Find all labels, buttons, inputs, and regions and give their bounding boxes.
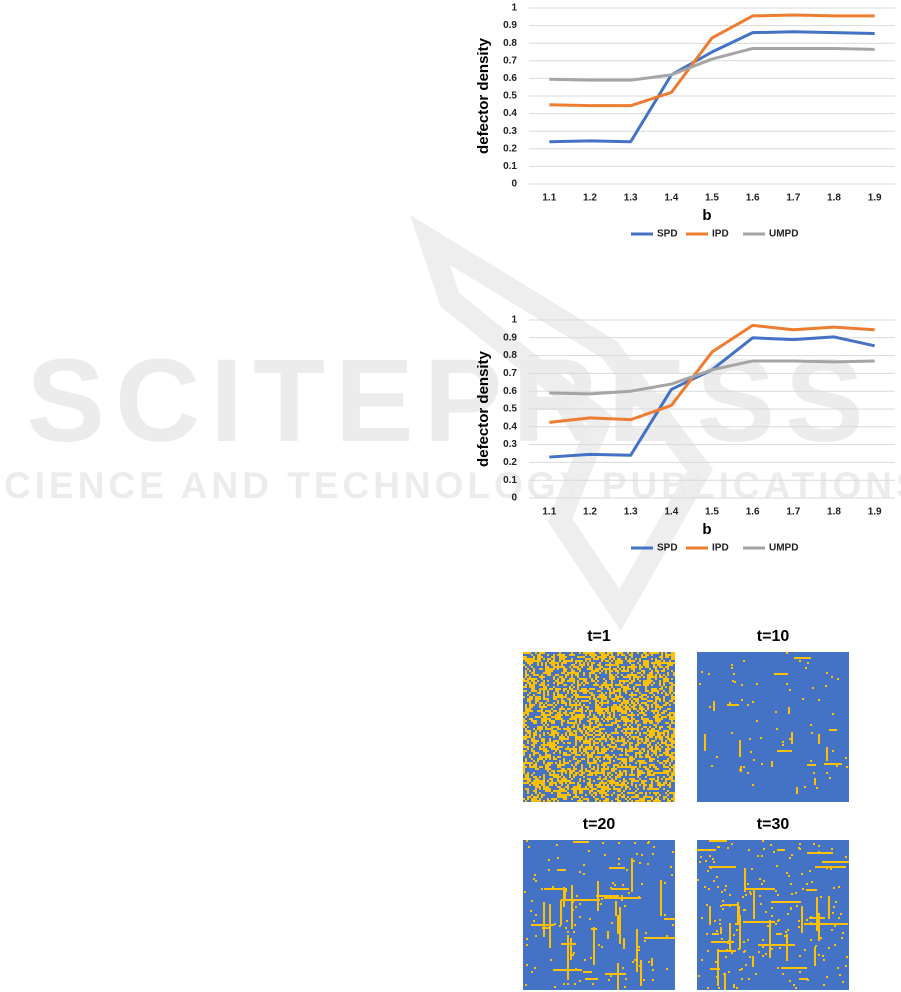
x-tick-label: 1.6: [746, 507, 760, 518]
legend-label: IPD: [712, 543, 729, 554]
y-tick-label: 1: [511, 315, 517, 326]
figure-title: t=20: [583, 816, 616, 833]
x-tick-label: 1.5: [705, 507, 719, 518]
y-tick-label: 0.6: [503, 386, 517, 397]
y-tick-label: 0.5: [503, 404, 517, 415]
y-tick-label: 0.7: [503, 368, 517, 379]
y-tick-label: 0.2: [503, 457, 517, 468]
y-tick-label: 0.3: [503, 439, 517, 450]
y-tick-label: 0.7: [503, 55, 517, 66]
watermark-tagline: SCIENCE AND TECHNOLOGY PUBLICATIONS: [0, 465, 901, 506]
x-tick-label: 1.9: [868, 507, 882, 518]
x-axis-label: b: [702, 521, 711, 538]
series-line: [549, 323, 875, 424]
y-axis-label: defector density: [475, 350, 492, 467]
legend-label: UMPD: [769, 229, 798, 240]
y-tick-label: 0.6: [503, 73, 517, 84]
x-tick-label: 1.3: [624, 507, 638, 518]
series-line: [549, 359, 875, 396]
figure-title: t=1: [587, 628, 611, 645]
x-tick-label: 1.7: [786, 193, 800, 204]
defector-cells: [697, 840, 849, 990]
x-tick-label: 1.7: [786, 507, 800, 518]
y-tick-label: 0.9: [503, 20, 517, 31]
x-tick-label: 1.1: [542, 193, 556, 204]
series-line: [549, 46, 875, 82]
figure-title: t=30: [757, 816, 790, 833]
x-tick-label: 1.9: [868, 193, 882, 204]
y-tick-label: 0: [511, 493, 517, 504]
watermark-shape: [410, 214, 714, 631]
x-tick-label: 1.1: [542, 507, 556, 518]
y-axis-label: defector density: [475, 37, 492, 154]
x-tick-label: 1.8: [827, 193, 841, 204]
series-line: [549, 30, 875, 144]
y-tick-label: 0.2: [503, 143, 517, 154]
y-tick-label: 0.8: [503, 350, 517, 361]
y-tick-label: 0: [511, 179, 517, 190]
x-tick-label: 1.3: [624, 193, 638, 204]
figure-title: t=10: [757, 628, 790, 645]
x-tick-label: 1.2: [583, 507, 597, 518]
x-tick-label: 1.2: [583, 193, 597, 204]
x-tick-label: 1.5: [705, 193, 719, 204]
y-tick-label: 1: [511, 3, 517, 14]
y-tick-label: 0.5: [503, 91, 517, 102]
legend-label: UMPD: [769, 543, 798, 554]
x-tick-label: 1.4: [664, 507, 678, 518]
x-tick-label: 1.8: [827, 507, 841, 518]
x-tick-label: 1.6: [746, 193, 760, 204]
legend-label: SPD: [657, 543, 678, 554]
y-tick-label: 0.1: [503, 475, 517, 486]
grid-snapshot: [523, 840, 675, 990]
series-line: [549, 13, 875, 108]
y-tick-label: 0.3: [503, 126, 517, 137]
y-tick-label: 0.4: [503, 108, 517, 119]
x-tick-label: 1.4: [664, 193, 678, 204]
y-tick-label: 0.1: [503, 161, 517, 172]
legend-label: SPD: [657, 229, 678, 240]
x-axis-label: b: [702, 207, 711, 224]
y-tick-label: 0.4: [503, 421, 517, 432]
defector-cells: [523, 652, 675, 802]
defector-cells: [524, 840, 675, 990]
watermark-logo: SCITEPRESS: [26, 335, 874, 467]
legend-label: IPD: [712, 229, 729, 240]
y-tick-label: 0.8: [503, 38, 517, 49]
grid-snapshot: [697, 652, 849, 802]
y-tick-label: 0.9: [503, 332, 517, 343]
